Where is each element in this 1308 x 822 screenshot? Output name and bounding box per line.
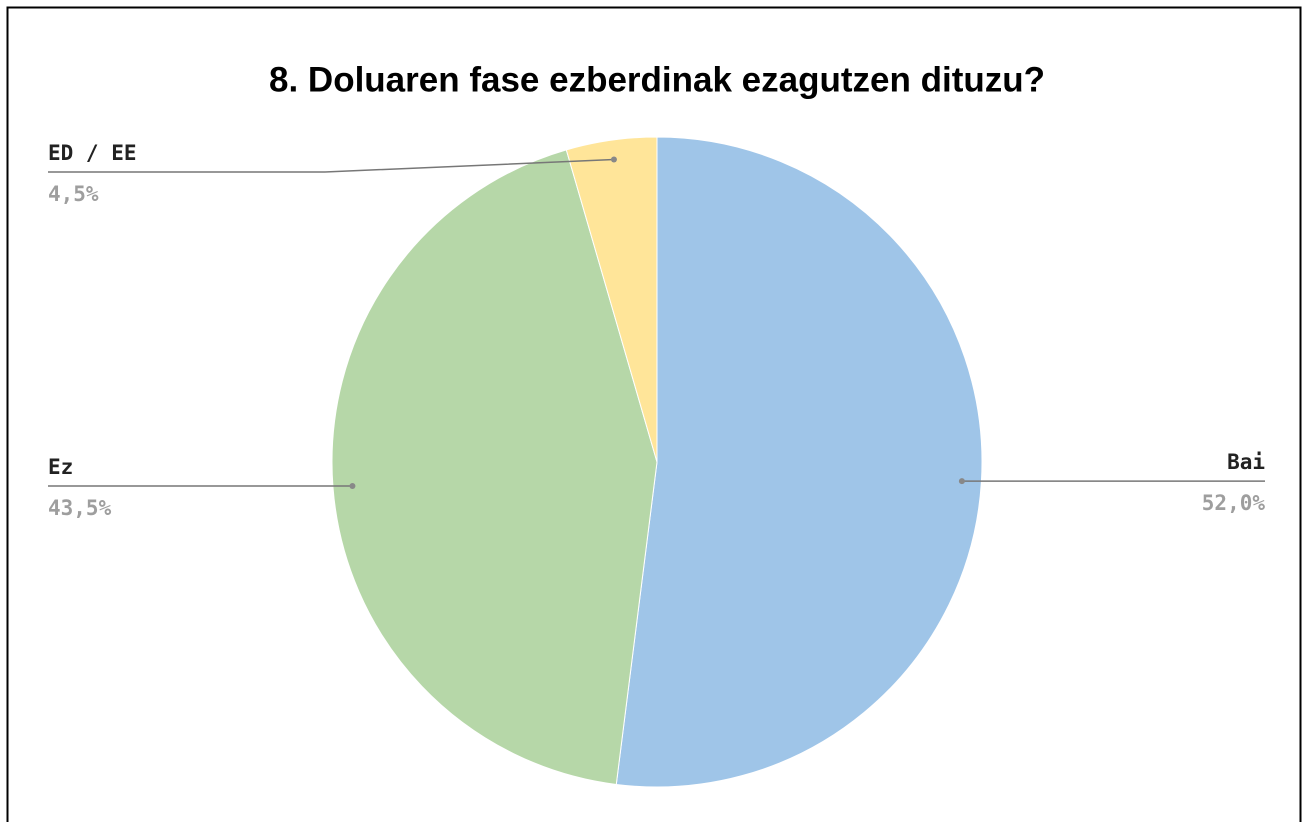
slice-value: 52,0% [1202,491,1266,515]
leader-dot [349,482,356,489]
leader-dot [958,478,965,485]
slice-label: Bai [1227,450,1265,474]
leader-line [48,158,614,173]
leader-dot [610,156,617,163]
pie-slice [565,136,658,463]
slice-label: ED / EE [48,141,137,165]
slice-value: 4,5% [48,182,99,206]
slice-value: 43,5% [48,496,112,520]
pie-slice [331,149,658,785]
chart-title: 8. Doluaren fase ezberdinak ezagutzen di… [269,60,1045,99]
slice-label: Ez [48,455,73,479]
pie-slice [615,136,983,788]
